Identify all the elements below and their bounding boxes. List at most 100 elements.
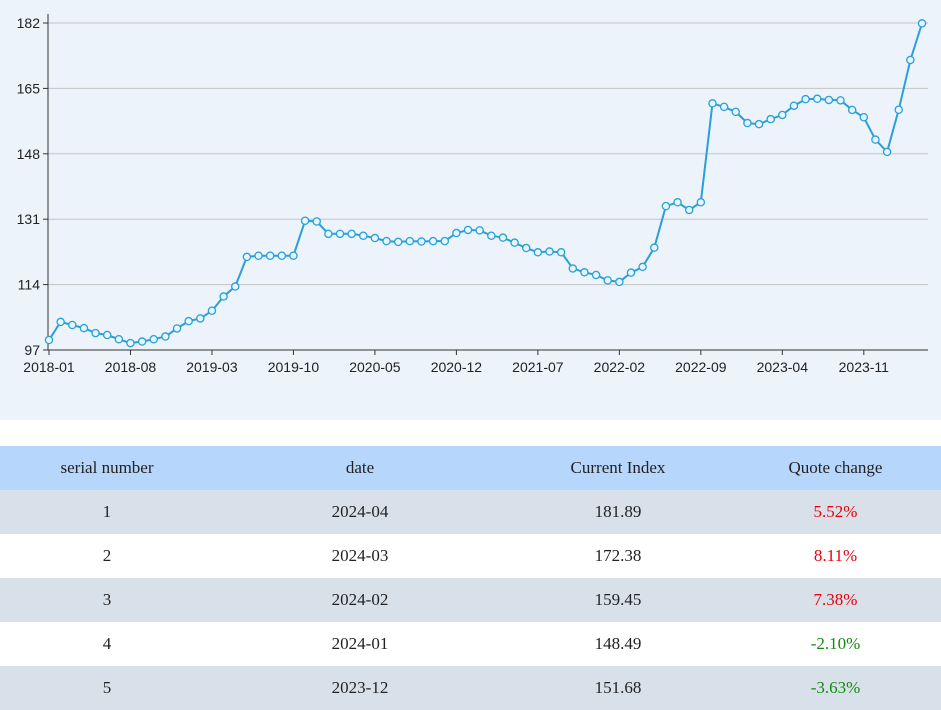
serial-cell: 1 bbox=[0, 490, 214, 534]
data-point bbox=[289, 251, 298, 260]
change-cell: 7.38% bbox=[730, 578, 941, 622]
data-point bbox=[696, 198, 706, 207]
data-point bbox=[510, 238, 519, 247]
date-cell: 2024-04 bbox=[214, 490, 506, 534]
index-cell: 159.45 bbox=[506, 578, 730, 622]
data-point bbox=[161, 332, 170, 341]
data-point bbox=[754, 119, 764, 129]
data-point bbox=[312, 217, 321, 226]
data-point bbox=[137, 337, 147, 346]
header-current-index: Current Index bbox=[506, 446, 730, 490]
data-point bbox=[521, 243, 531, 253]
data-point bbox=[393, 237, 403, 247]
chart-panel: 97 114 131 148 165 182 2018-01 2018-08 2019-03 20… bbox=[0, 0, 941, 420]
y-tick-label: 165 bbox=[17, 80, 41, 96]
data-point bbox=[545, 247, 554, 256]
x-tick-label: 2022-09 bbox=[675, 359, 727, 375]
data-point bbox=[382, 236, 391, 246]
table-row: 5 2023-12 151.68 -3.63% bbox=[0, 666, 941, 710]
table-row: 3 2024-02 159.45 7.38% bbox=[0, 578, 941, 622]
data-point bbox=[405, 236, 415, 246]
change-cell: 8.11% bbox=[730, 534, 941, 578]
data-point bbox=[603, 276, 612, 285]
data-point bbox=[591, 270, 601, 280]
data-point bbox=[743, 118, 752, 128]
header-date: date bbox=[214, 446, 506, 490]
data-point bbox=[568, 264, 578, 273]
x-tick-label: 2022-02 bbox=[594, 359, 646, 375]
index-cell: 181.89 bbox=[506, 490, 730, 534]
date-cell: 2023-12 bbox=[214, 666, 506, 710]
data-point bbox=[300, 216, 310, 225]
data-point bbox=[44, 335, 54, 345]
data-point bbox=[265, 251, 275, 260]
data-point bbox=[184, 316, 193, 326]
data-point bbox=[638, 262, 647, 272]
data-point bbox=[917, 19, 927, 28]
data-point bbox=[882, 147, 892, 157]
table-row: 2 2024-03 172.38 8.11% bbox=[0, 534, 941, 578]
data-point bbox=[207, 306, 217, 316]
data-point bbox=[242, 252, 252, 262]
index-cell: 148.49 bbox=[506, 622, 730, 666]
data-point bbox=[778, 110, 787, 120]
data-point bbox=[196, 314, 205, 323]
data-point bbox=[626, 268, 636, 277]
header-quote-change: Quote change bbox=[730, 446, 941, 490]
table-row: 1 2024-04 181.89 5.52% bbox=[0, 490, 941, 534]
data-point bbox=[452, 228, 461, 238]
x-tick-label: 2023-04 bbox=[757, 359, 809, 375]
data-point bbox=[487, 231, 496, 240]
data-point bbox=[731, 107, 741, 117]
table-header-row: serial number date Current Index Quote c… bbox=[0, 446, 941, 490]
data-point bbox=[498, 233, 508, 242]
index-table: serial number date Current Index Quote c… bbox=[0, 446, 941, 710]
data-point bbox=[417, 237, 426, 246]
data-point bbox=[661, 201, 671, 211]
x-tick-label: 2020-12 bbox=[431, 359, 483, 375]
data-point bbox=[335, 229, 345, 239]
data-point bbox=[114, 334, 124, 344]
table-row: 4 2024-01 148.49 -2.10% bbox=[0, 622, 941, 666]
data-point bbox=[673, 198, 682, 207]
change-cell: -3.63% bbox=[730, 666, 941, 710]
y-tick-label: 148 bbox=[17, 146, 41, 162]
data-point bbox=[789, 101, 799, 110]
series-line bbox=[48, 23, 923, 345]
data-point bbox=[906, 55, 915, 65]
x-tick-label: 2020-05 bbox=[349, 359, 401, 375]
index-cell: 172.38 bbox=[506, 534, 730, 578]
x-tick-label: 2023-11 bbox=[839, 359, 890, 375]
serial-cell: 3 bbox=[0, 578, 214, 622]
data-point bbox=[79, 323, 89, 333]
date-cell: 2024-01 bbox=[214, 622, 506, 666]
data-point bbox=[684, 205, 694, 215]
y-tick-label: 131 bbox=[17, 211, 41, 227]
data-point bbox=[91, 328, 100, 338]
data-point bbox=[615, 277, 624, 287]
data-point bbox=[871, 135, 880, 144]
data-point bbox=[219, 292, 228, 301]
line-chart: 97 114 131 148 165 182 2018-01 2018-08 2019-03 20… bbox=[17, 14, 928, 375]
data-point bbox=[126, 338, 135, 348]
data-point bbox=[370, 233, 380, 243]
header-serial-number: serial number bbox=[0, 446, 214, 490]
data-point bbox=[708, 99, 717, 108]
data-point bbox=[824, 95, 834, 105]
change-cell: -2.10% bbox=[730, 622, 941, 666]
x-tick-label: 2019-10 bbox=[268, 359, 320, 375]
data-point bbox=[440, 236, 450, 246]
data-point bbox=[172, 324, 182, 333]
data-point bbox=[812, 94, 822, 104]
x-tick-label: 2021-07 bbox=[512, 359, 564, 375]
data-point bbox=[359, 231, 368, 240]
y-tick-label: 97 bbox=[24, 342, 40, 358]
date-cell: 2024-02 bbox=[214, 578, 506, 622]
data-point bbox=[277, 251, 287, 260]
data-point bbox=[347, 229, 356, 239]
change-cell: 5.52% bbox=[730, 490, 941, 534]
data-point bbox=[475, 226, 484, 235]
data-point bbox=[859, 113, 869, 122]
serial-cell: 5 bbox=[0, 666, 214, 710]
data-point bbox=[56, 317, 65, 327]
